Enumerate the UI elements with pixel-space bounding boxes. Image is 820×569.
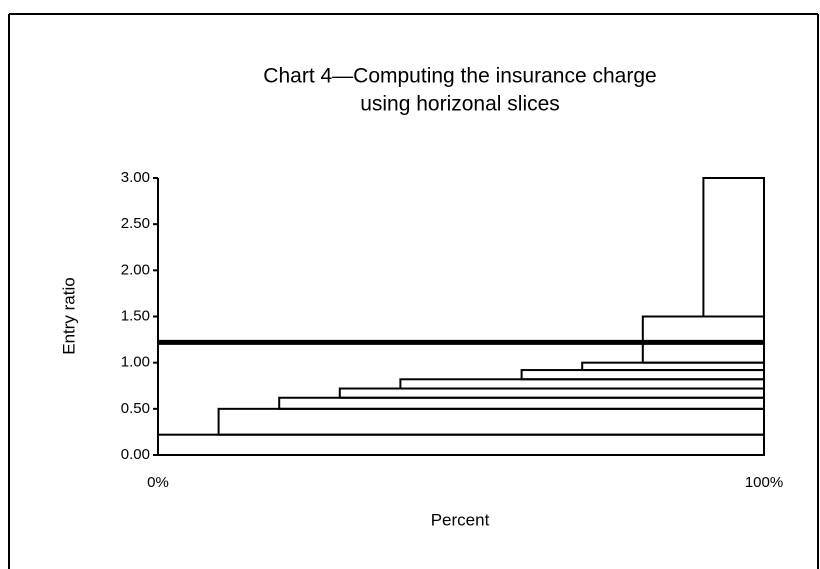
y-tick-label: 1.50 — [121, 307, 150, 324]
y-tick-label: 0.50 — [121, 400, 150, 417]
y-tick-label: 3.00 — [121, 169, 150, 186]
slice — [338, 387, 765, 399]
y-axis-label: Entry ratio — [59, 277, 78, 354]
slice — [520, 369, 765, 381]
chart-title: Chart 4—Computing the insurance charge — [263, 65, 656, 88]
slice — [217, 407, 766, 436]
slice — [641, 315, 765, 364]
y-tick-label: 0.00 — [121, 446, 150, 463]
chart-title: using horizonal slices — [360, 93, 560, 116]
x-axis-label: Percent — [431, 510, 490, 529]
y-tick-label: 2.00 — [121, 261, 150, 278]
slice — [399, 378, 765, 390]
x-tick-label: 0% — [147, 474, 169, 491]
x-tick-label: 100% — [745, 474, 783, 491]
slice — [278, 396, 765, 410]
y-tick-label: 1.00 — [121, 354, 150, 371]
slice — [157, 433, 765, 457]
y-tick-label: 2.50 — [121, 215, 150, 232]
slice — [581, 361, 766, 372]
slice — [702, 177, 766, 318]
